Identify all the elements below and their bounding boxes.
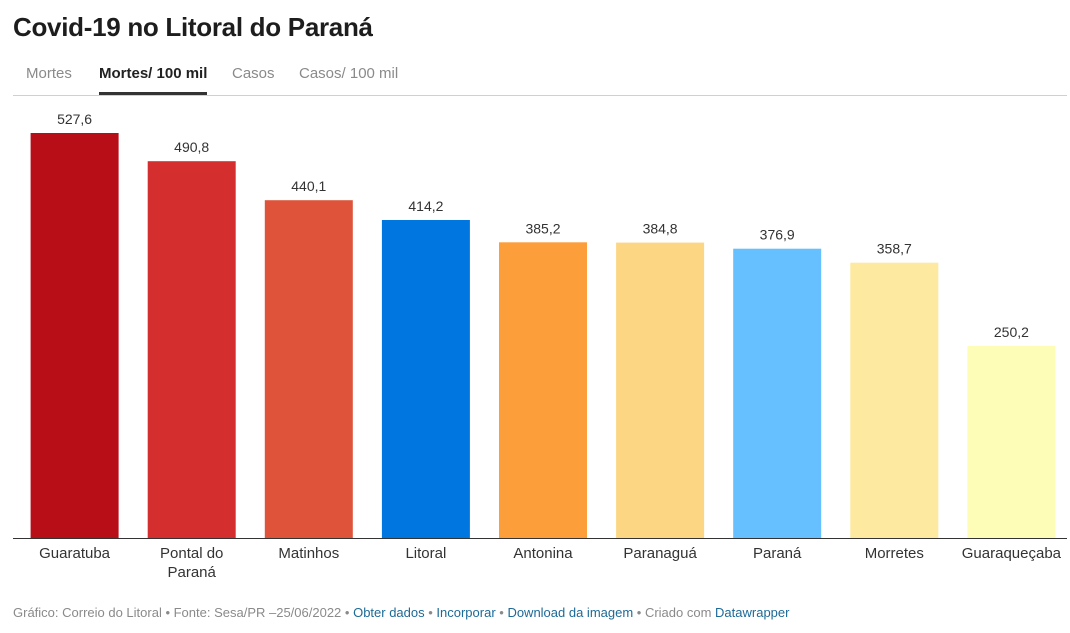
value-label: 490,8 — [174, 139, 209, 155]
category-label: Antonina — [513, 545, 573, 562]
category-label: Morretes — [865, 545, 924, 562]
category-label: Pontal do — [160, 545, 223, 562]
bar-chart: 527,6 Guaratuba 490,8 Pontal do Paraná 440,1 M… — [13, 111, 1067, 581]
bar-2[interactable] — [264, 200, 353, 538]
tab-bar: Mortes Mortes/ 100 mil Casos Casos/ 100 … — [13, 62, 1067, 96]
tab-mortes[interactable]: Mortes — [26, 65, 72, 82]
datawrapper-link[interactable]: Datawrapper — [715, 605, 790, 620]
chart-title: Covid-19 no Litoral do Paraná — [13, 12, 373, 42]
value-label: 440,1 — [291, 178, 326, 194]
category-label: Guaraqueçaba — [962, 545, 1062, 562]
download-image-link[interactable]: Download da imagem — [507, 605, 634, 620]
value-label: 358,7 — [877, 241, 912, 257]
value-label: 527,6 — [57, 111, 92, 127]
category-label: Paranaguá — [623, 545, 697, 562]
value-label: 385,2 — [525, 220, 560, 236]
footer-separator: • — [495, 605, 508, 620]
bar-5[interactable] — [616, 242, 705, 538]
bar-1[interactable] — [147, 161, 236, 538]
footer-created-with: • Criado com — [633, 605, 716, 620]
get-data-link[interactable]: Obter dados — [353, 605, 425, 620]
value-label: 376,9 — [760, 227, 795, 243]
footer-separator: • — [424, 605, 437, 620]
value-label: 250,2 — [994, 324, 1029, 340]
category-label: Paraná — [168, 564, 217, 581]
category-label: Litoral — [405, 545, 446, 562]
tab-mortes-100mil[interactable]: Mortes/ 100 mil — [99, 65, 208, 95]
bar-8[interactable] — [967, 345, 1056, 538]
tab-casos-100mil[interactable]: Casos/ 100 mil — [299, 65, 399, 82]
value-label: 414,2 — [408, 198, 443, 214]
bar-0[interactable] — [30, 133, 119, 538]
footer-source: Gráfico: Correio do Litoral • Fonte: Ses… — [13, 605, 354, 620]
tab-casos[interactable]: Casos — [232, 65, 275, 82]
category-label: Matinhos — [278, 545, 339, 562]
bar-3[interactable] — [381, 220, 470, 538]
bar-6[interactable] — [733, 248, 822, 538]
bar-4[interactable] — [499, 242, 587, 539]
bar-7[interactable] — [850, 262, 939, 538]
category-label: Paraná — [753, 545, 802, 562]
footer: Gráfico: Correio do Litoral • Fonte: Ses… — [13, 605, 789, 620]
value-label: 384,8 — [643, 221, 678, 237]
embed-link[interactable]: Incorporar — [436, 605, 496, 620]
category-label: Guaratuba — [39, 545, 111, 562]
